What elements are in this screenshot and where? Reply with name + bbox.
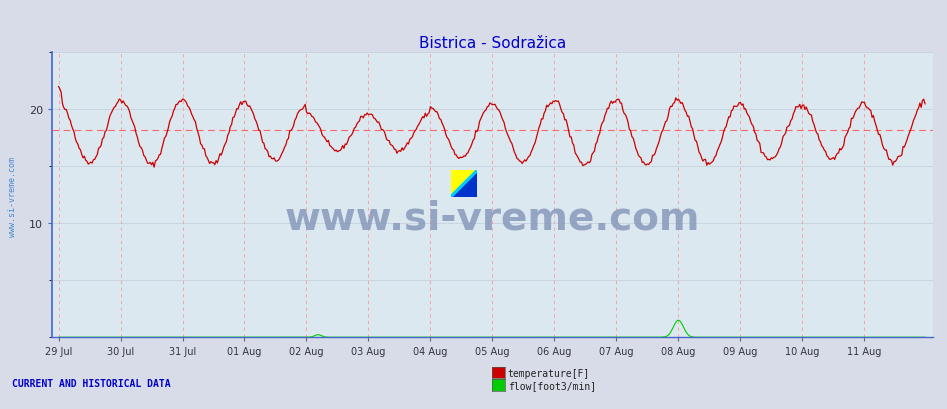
Text: flow[foot3/min]: flow[foot3/min]: [508, 380, 596, 390]
Text: www.si-vreme.com: www.si-vreme.com: [285, 199, 700, 237]
Text: www.si-vreme.com: www.si-vreme.com: [8, 156, 17, 236]
Title: Bistrica - Sodražica: Bistrica - Sodražica: [419, 36, 566, 51]
Polygon shape: [451, 171, 477, 197]
Polygon shape: [451, 171, 477, 197]
Text: temperature[F]: temperature[F]: [508, 368, 590, 378]
Text: CURRENT AND HISTORICAL DATA: CURRENT AND HISTORICAL DATA: [12, 378, 171, 389]
Polygon shape: [451, 171, 477, 197]
